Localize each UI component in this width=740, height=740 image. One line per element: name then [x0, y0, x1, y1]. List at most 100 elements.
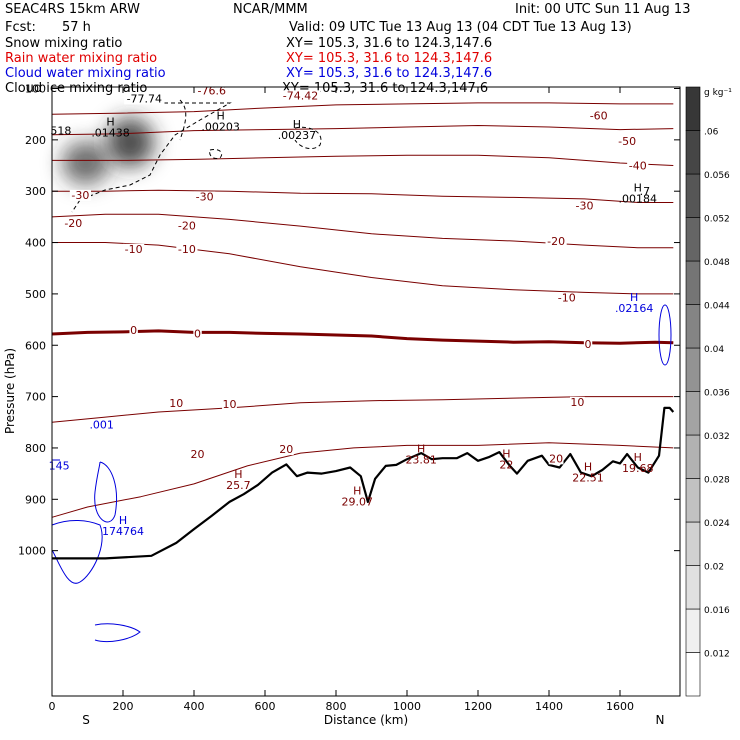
colorbar-swatch-6	[685, 391, 701, 436]
x-tick-label-8: 1600	[606, 700, 634, 713]
extremum-value-5: 174764	[102, 525, 144, 538]
colorbar-swatch-3	[685, 521, 701, 566]
y-tick-label-6: 700	[25, 391, 46, 404]
extremum-mark-3: H	[634, 181, 642, 194]
y-tick-label-3: 400	[25, 237, 46, 250]
contour-label-bg-0	[194, 85, 229, 97]
contour-label-bg-19	[222, 398, 237, 410]
contour-label-23: 20	[549, 452, 563, 465]
contour-label-bg-4	[616, 135, 638, 147]
y-tick-label-7: 800	[25, 442, 46, 455]
extremum-value-2: .00237	[278, 129, 317, 142]
contour-label-bg-5	[627, 160, 649, 172]
field-rain-name: Rain water mixing ratio	[5, 51, 158, 66]
contour-label-0: -76.6	[198, 85, 226, 98]
temp-contour-20	[51, 442, 674, 518]
x-left-end-label: S	[82, 713, 90, 727]
field-snow-xy: XY= 105.3, 31.6 to 124.3,147.6	[286, 36, 493, 51]
contour-label-1: -77.74	[127, 92, 162, 105]
contour-label-bg-2	[280, 90, 321, 102]
extremum-mark-6: H	[234, 468, 242, 481]
contour-label-12: -10	[125, 243, 143, 256]
extremum-value-6: 25.7	[226, 479, 251, 492]
extremum-mark-9: H	[502, 447, 510, 460]
colorbar-label-10: 0.052	[704, 215, 730, 225]
temp-contour-minus30	[52, 189, 674, 203]
cloud-ice-blob-1	[106, 117, 154, 168]
misc-label-1: .7	[640, 185, 651, 198]
colorbar-label-2: 0.02	[704, 563, 724, 573]
x-axis-label: Distance (km)	[324, 713, 408, 727]
init-time: Init: 00 UTC Sun 11 Aug 13	[515, 2, 691, 17]
colorbar-label-0: 0.012	[704, 650, 730, 660]
contour-label-3: -60	[590, 109, 608, 122]
y-axis-label: Pressure (hPa)	[3, 348, 17, 434]
contour-label-bg-18	[168, 397, 184, 409]
contour-label-bg-3	[588, 110, 610, 122]
colorbar-label-4: 0.028	[704, 476, 730, 486]
terrain-profile	[52, 406, 675, 560]
y-tick-label-1: 200	[25, 134, 46, 147]
contour-label-bg-8	[573, 200, 596, 212]
colorbar-swatch-13	[685, 86, 701, 131]
contour-label-bg-21	[190, 449, 205, 461]
colorbar-label-12: .06	[704, 128, 719, 138]
field-cloudwater-xy: XY= 105.3, 31.6 to 124.3,147.6	[286, 66, 493, 81]
colorbar-unit: g kg⁻¹	[704, 88, 732, 98]
colorbar-swatch-9	[685, 260, 701, 305]
colorbar-label-9: 0.048	[704, 258, 730, 268]
colorbar-swatch-5	[685, 434, 701, 479]
contour-label-19: 10	[223, 398, 237, 411]
contour-label-bg-1	[124, 93, 165, 105]
org-label: NCAR/MMM	[233, 2, 308, 17]
contour-label-15: 0	[130, 324, 137, 337]
extremum-value-3: .00184	[619, 192, 658, 205]
colorbar-label-8: 0.044	[704, 302, 730, 312]
y-tick-label-0: 100	[25, 83, 46, 96]
contour-label-18: 10	[169, 397, 183, 410]
y-tick-label-4: 500	[25, 288, 46, 301]
contour-label-bg-20	[570, 396, 585, 408]
x-tick-label-7: 1400	[535, 700, 563, 713]
colorbar-label-5: 0.032	[704, 432, 730, 442]
contour-label-bg-11	[545, 236, 567, 248]
extremum-mark-5: H	[119, 514, 127, 527]
contour-label-bg-23	[548, 453, 564, 465]
colorbar-label-6: 0.036	[704, 389, 730, 399]
contour-label-bg-6	[69, 189, 91, 201]
contour-label-22: 20	[279, 443, 293, 456]
fcst-label: Fcst:	[5, 20, 36, 35]
x-right-end-label: N	[656, 713, 665, 727]
colorbar-label-3: 0.024	[704, 519, 730, 529]
x-tick-label-0: 0	[49, 700, 56, 713]
contour-label-8: -30	[576, 200, 594, 213]
extremum-value-11: 19.68	[622, 462, 654, 475]
cloud-ice-blob-0	[62, 141, 110, 185]
temp-contour-minus40	[52, 154, 674, 166]
y-tick-label-8: 900	[25, 493, 46, 506]
contour-label-bg-22	[278, 444, 294, 456]
colorbar-swatch-11	[685, 173, 701, 218]
contour-label-5: -40	[629, 160, 647, 173]
contour-label-bg-13	[176, 243, 198, 255]
contour-label-bg-12	[123, 243, 145, 255]
extremum-value-7: 29.07	[342, 495, 374, 508]
x-tick-label-5: 1000	[393, 700, 421, 713]
misc-label-2: .001	[89, 418, 114, 431]
x-tick-label-6: 1200	[464, 700, 492, 713]
colorbar-swatch-1	[685, 608, 701, 653]
cloud-water-contours	[51, 304, 672, 643]
misc-label-0: 518	[50, 125, 71, 138]
extremum-value-9: 22	[499, 458, 513, 471]
x-tick-label-3: 600	[255, 700, 276, 713]
colorbar-swatch-7	[685, 347, 701, 392]
contour-label-16: 0	[194, 328, 201, 341]
colorbar-swatch-0	[685, 652, 701, 697]
field-rain-xy: XY= 105.3, 31.6 to 124.3,147.6	[286, 51, 493, 66]
temp-contour-10	[51, 396, 674, 423]
contour-label-7: -30	[196, 190, 214, 203]
extremum-mark-1: H	[216, 110, 224, 123]
axes: 0 200 400 600 800 1000 1200 1400 160010020030040…	[18, 83, 680, 713]
